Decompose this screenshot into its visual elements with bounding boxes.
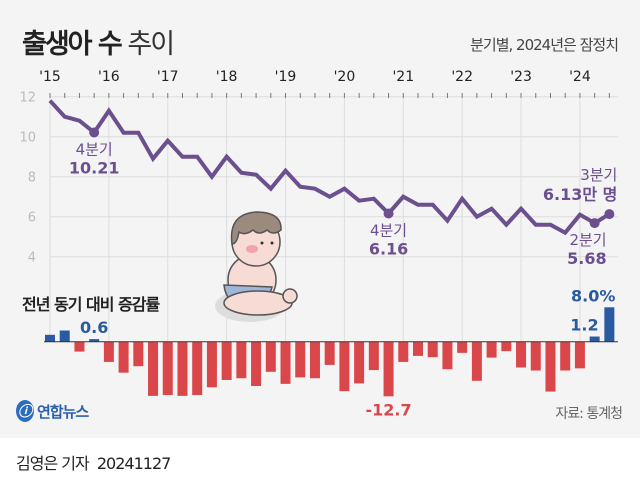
title-bold: 출생아 수 [22, 29, 123, 60]
bar [295, 341, 306, 378]
bar [74, 341, 85, 352]
bar [354, 341, 365, 384]
y-tick-label: 12 [19, 91, 36, 106]
x-tick-label: '19 [275, 69, 297, 85]
bar [265, 341, 276, 372]
byline: 김영은 기자 20241127 [16, 450, 171, 474]
highlight-point [89, 127, 100, 138]
bar [471, 341, 482, 381]
bar [45, 334, 55, 342]
page-title: 출생아 수 추이 [22, 22, 175, 61]
baby-illustration [215, 211, 298, 322]
bar-chart-title: 전년 동기 대비 증감률 [22, 295, 160, 314]
bar [604, 307, 615, 342]
x-tick-label: '16 [98, 69, 120, 85]
bar [574, 341, 585, 369]
bar [530, 341, 541, 371]
bar [442, 341, 453, 370]
bar [560, 341, 571, 371]
bar [89, 339, 100, 342]
bar [413, 341, 423, 356]
bar [103, 341, 114, 362]
bar [280, 341, 291, 384]
annotation-period: 3분기 [580, 166, 617, 184]
bar [118, 341, 129, 373]
bar [545, 341, 556, 392]
x-tick-label: '20 [334, 69, 356, 85]
bar [501, 341, 512, 352]
bar [236, 341, 247, 379]
bar [398, 341, 409, 362]
bar [589, 336, 600, 342]
annotation-period: 4분기 [76, 141, 113, 159]
bar-label: -12.7 [365, 400, 411, 419]
x-tick-label: '24 [569, 69, 591, 85]
subtitle: 분기별, 2024년은 잠정치 [470, 36, 619, 54]
bar [177, 341, 188, 396]
y-tick-label: 10 [19, 131, 36, 146]
bar-label: 1.2 [570, 316, 598, 335]
annotation-period: 4분기 [370, 222, 407, 240]
x-tick-label: '15 [39, 69, 61, 85]
series-line [48, 99, 611, 236]
bar [59, 330, 70, 342]
bar [427, 341, 438, 358]
bar [192, 341, 203, 396]
bar [516, 341, 527, 368]
bar [162, 341, 173, 396]
logo: ⓘ 연합뉴스 [16, 400, 89, 422]
source-note: 자료: 통계청 [555, 406, 623, 422]
bar [457, 341, 468, 353]
logo-text: 연합뉴스 [37, 402, 89, 421]
bar [148, 341, 159, 396]
x-tick-label: '22 [451, 69, 473, 85]
highlight-point [589, 218, 600, 229]
reporter: 김영은 기자 [16, 454, 90, 473]
logo-icon: ⓘ [16, 400, 34, 422]
annotation-value: 6.13만 명 [543, 185, 618, 204]
bar [206, 341, 217, 388]
title-light: 추이 [127, 29, 175, 60]
annotation-value: 10.21 [69, 159, 120, 178]
bar [383, 341, 394, 397]
highlight-point [383, 208, 394, 219]
x-tick-label: '21 [392, 69, 414, 85]
chart: 12 10 8 6 4 '15 '16 '17 '18 '19 '20 '21 '22 '23 '24 4분기… [19, 69, 618, 419]
annotation-value: 5.68 [567, 249, 606, 268]
bar [309, 341, 320, 379]
y-tick-label: 8 [28, 171, 36, 186]
highlight-point [604, 209, 615, 220]
bar [339, 341, 350, 392]
annotation-period: 2분기 [569, 231, 606, 249]
bar [324, 341, 335, 365]
x-tick-label: '17 [157, 69, 179, 85]
bar [486, 341, 497, 358]
bar [368, 341, 379, 371]
bar-label: 0.6 [80, 318, 108, 337]
bar [221, 341, 232, 380]
bar-label: 8.0% [571, 286, 615, 305]
date: 20241127 [96, 454, 171, 473]
y-tick-label: 6 [28, 211, 36, 226]
annotation-value: 6.16 [369, 240, 408, 259]
x-tick-label: '18 [216, 69, 238, 85]
y-tick-label: 4 [28, 251, 36, 266]
x-tick-label: '23 [510, 69, 532, 85]
bar [251, 341, 262, 386]
bar [133, 341, 144, 367]
